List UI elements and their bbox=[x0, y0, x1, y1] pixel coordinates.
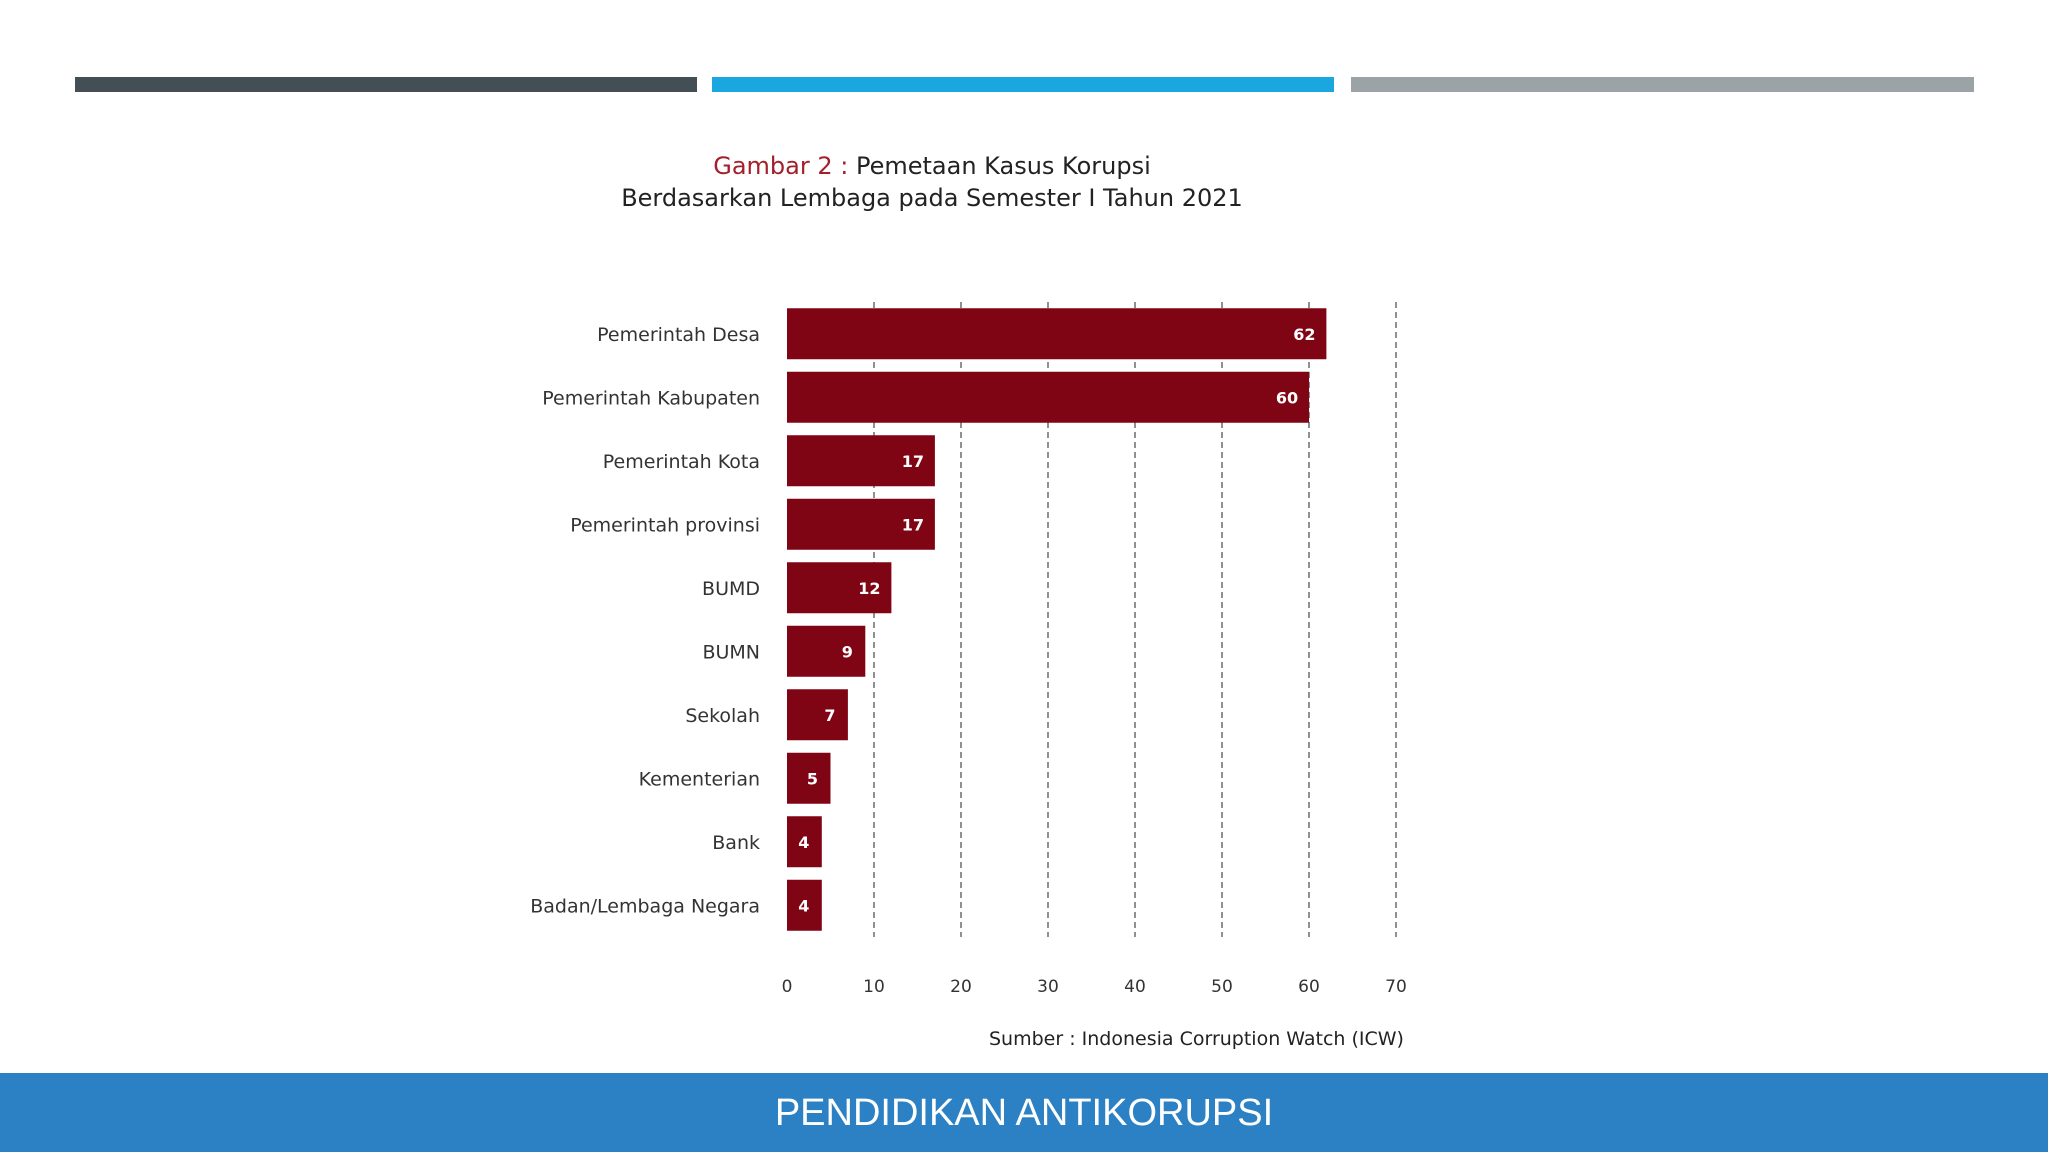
bar-value-label: 7 bbox=[824, 706, 835, 725]
x-tick-label: 10 bbox=[863, 977, 885, 997]
bar bbox=[787, 625, 866, 677]
bar bbox=[787, 498, 935, 550]
bar-value-label: 62 bbox=[1293, 325, 1315, 344]
x-tick-label: 50 bbox=[1211, 977, 1233, 997]
top-decor-bar-blue bbox=[712, 77, 1334, 92]
footer-banner: PENDIDIKAN ANTIKORUPSI bbox=[0, 1073, 2048, 1152]
bar-value-label: 17 bbox=[902, 515, 924, 534]
x-tick-label: 20 bbox=[950, 977, 972, 997]
bar-value-label: 12 bbox=[858, 579, 880, 598]
bar bbox=[787, 689, 848, 741]
footer-title: PENDIDIKAN ANTIKORUPSI bbox=[774, 1092, 1274, 1134]
category-label: Pemerintah Kabupaten bbox=[542, 387, 760, 409]
chart-source: Sumber : Indonesia Corruption Watch (ICW… bbox=[989, 1028, 1404, 1050]
bar bbox=[787, 562, 892, 614]
x-tick-label: 30 bbox=[1037, 977, 1059, 997]
bar bbox=[787, 371, 1309, 423]
bar bbox=[787, 308, 1327, 360]
category-label: BUMD bbox=[702, 578, 760, 600]
category-label: Sekolah bbox=[685, 705, 760, 727]
category-label: Pemerintah Kota bbox=[603, 451, 760, 473]
bar-value-label: 17 bbox=[902, 452, 924, 471]
figure-label: Gambar 2 : bbox=[713, 152, 849, 180]
x-tick-label: 40 bbox=[1124, 977, 1146, 997]
category-label: Bank bbox=[712, 832, 760, 854]
category-label: Kementerian bbox=[639, 768, 760, 790]
bar-value-label: 4 bbox=[798, 833, 809, 852]
bar-value-label: 9 bbox=[842, 642, 853, 661]
bar-value-label: 5 bbox=[807, 769, 818, 788]
bar bbox=[787, 752, 831, 804]
x-tick-label: 70 bbox=[1385, 977, 1407, 997]
category-label: BUMN bbox=[702, 641, 760, 663]
title-line-1: Pemetaan Kasus Korupsi bbox=[848, 152, 1151, 180]
title-line-2: Berdasarkan Lembaga pada Semester I Tahu… bbox=[621, 184, 1243, 212]
bar bbox=[787, 816, 822, 868]
x-tick-label: 60 bbox=[1298, 977, 1320, 997]
top-decor-bar-gray bbox=[1351, 77, 1974, 92]
top-decor-bar-dark bbox=[75, 77, 697, 92]
bar-value-label: 60 bbox=[1276, 388, 1298, 407]
chart-title: Gambar 2 : Pemetaan Kasus Korupsi Berdas… bbox=[0, 150, 1864, 214]
x-tick-label: 0 bbox=[782, 977, 793, 997]
bar bbox=[787, 879, 822, 931]
category-label: Pemerintah provinsi bbox=[570, 514, 760, 536]
category-label: Badan/Lembaga Negara bbox=[530, 895, 760, 917]
bar bbox=[787, 435, 935, 487]
category-label: Pemerintah Desa bbox=[597, 324, 760, 346]
bar-value-label: 4 bbox=[798, 896, 809, 915]
